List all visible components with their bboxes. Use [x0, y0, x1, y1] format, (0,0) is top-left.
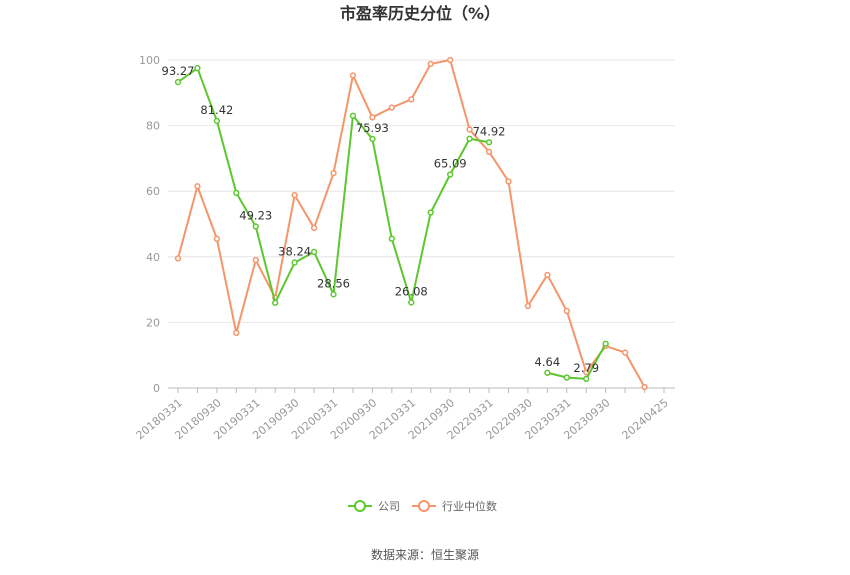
data-point — [349, 72, 357, 79]
data-point — [505, 178, 512, 185]
data-point — [621, 349, 629, 356]
legend-item-industry-median[interactable]: 行业中位数 — [412, 499, 497, 513]
data-point — [447, 171, 454, 178]
data-label: 75.93 — [356, 121, 389, 135]
data-point — [330, 170, 337, 177]
data-point — [291, 259, 298, 266]
data-point — [272, 299, 279, 306]
data-point — [310, 248, 318, 256]
data-point — [563, 374, 570, 381]
data-point — [310, 224, 318, 232]
y-axis: 0 20 40 60 80 100 — [139, 54, 160, 395]
y-tick-label: 100 — [139, 54, 160, 67]
y-tick-label: 60 — [146, 185, 160, 198]
data-label: 74.92 — [473, 124, 506, 138]
data-point — [447, 56, 454, 64]
data-point — [252, 223, 259, 230]
data-label: 2.79 — [573, 361, 599, 375]
series-line — [177, 59, 646, 388]
data-point — [408, 96, 415, 103]
series-company — [174, 65, 609, 382]
legend-marker — [418, 500, 430, 512]
legend-label: 行业中位数 — [442, 499, 497, 513]
data-point — [174, 255, 182, 262]
data-point — [427, 209, 434, 216]
data-point — [233, 329, 240, 337]
legend[interactable]: 公司 行业中位数 — [348, 499, 497, 513]
data-point — [427, 60, 434, 68]
data-labels: 93.27 81.42 49.23 38.24 28.56 75.93 26.08 65.09… — [162, 64, 600, 375]
data-point — [388, 235, 395, 242]
data-point — [544, 271, 551, 278]
data-point — [330, 291, 337, 298]
series-industry-median — [174, 56, 648, 391]
legend-marker — [354, 500, 366, 512]
data-point — [466, 126, 473, 133]
data-point — [233, 189, 240, 196]
data-label: 4.64 — [535, 355, 561, 369]
data-label: 49.23 — [239, 209, 272, 223]
data-point — [369, 114, 376, 121]
data-point — [408, 299, 415, 306]
data-point — [563, 307, 570, 315]
data-point — [213, 235, 221, 242]
data-point — [641, 383, 648, 391]
data-point — [349, 112, 357, 119]
data-point — [252, 256, 259, 264]
x-axis: 2018033120180930201903312019093020200331… — [134, 387, 675, 442]
data-label: 28.56 — [317, 276, 350, 290]
data-label: 38.24 — [278, 245, 311, 259]
data-label: 81.42 — [200, 103, 233, 117]
data-label: 26.08 — [395, 284, 428, 298]
data-point — [544, 369, 551, 376]
data-label: 93.27 — [162, 64, 195, 78]
grid-lines — [168, 59, 675, 323]
chart-title: 市盈率历史分位（%） — [340, 4, 500, 23]
data-point — [485, 148, 493, 155]
data-point — [291, 191, 298, 199]
data-point — [602, 340, 609, 347]
data-point — [583, 375, 590, 382]
data-label: 65.09 — [434, 157, 467, 171]
y-tick-label: 20 — [146, 316, 160, 329]
data-point — [524, 302, 532, 310]
y-tick-label: 80 — [146, 120, 160, 133]
y-tick-label: 40 — [146, 251, 160, 264]
data-point — [369, 135, 376, 143]
data-point — [388, 104, 395, 111]
data-point — [583, 369, 590, 376]
x-tick-label: 20240425 — [620, 396, 671, 442]
source-note: 数据来源：恒生聚源 — [371, 547, 479, 562]
data-point — [194, 65, 201, 72]
data-point — [174, 78, 182, 86]
series-layer — [174, 56, 648, 391]
data-point — [213, 117, 221, 125]
data-point — [466, 135, 473, 142]
y-tick-label: 0 — [153, 382, 160, 395]
legend-item-company[interactable]: 公司 — [348, 500, 400, 513]
data-point — [485, 139, 493, 146]
legend-label: 公司 — [378, 500, 400, 513]
data-point — [194, 183, 201, 190]
series-line — [547, 343, 607, 380]
